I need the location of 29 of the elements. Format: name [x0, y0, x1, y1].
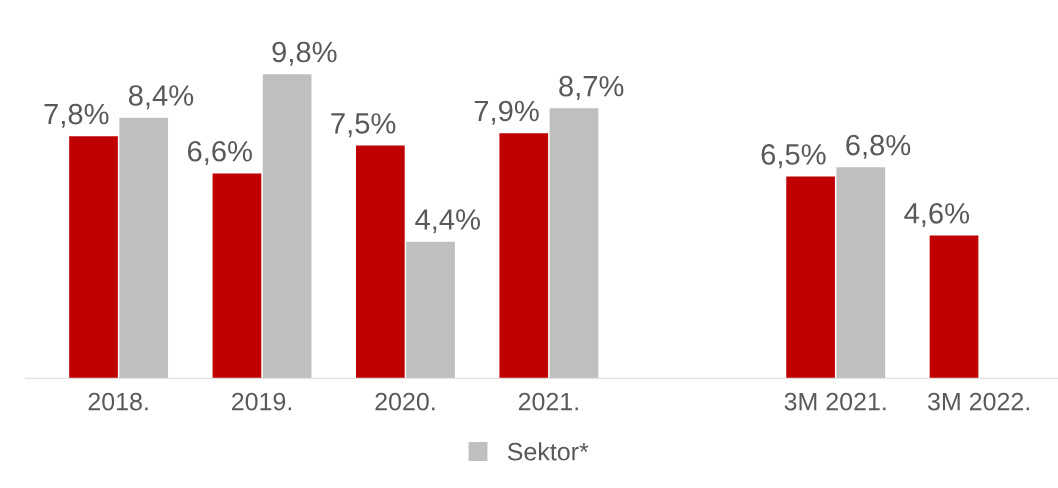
data-label: 7,5%: [331, 113, 396, 138]
data-label: 4,4%: [415, 209, 480, 234]
data-label: 7,8%: [44, 103, 109, 128]
x-tick-label: 3M 2022.: [927, 392, 1029, 411]
x-tick-label: 3M 2021.: [784, 392, 886, 411]
data-label: 6,8%: [846, 134, 911, 159]
bar: [119, 117, 169, 379]
bar: [356, 145, 405, 379]
bar: [262, 74, 312, 379]
bar: [929, 235, 979, 379]
data-label: 6,5%: [761, 144, 826, 169]
x-tick-label: 2020.: [375, 392, 435, 411]
legend-label: Sektor*: [507, 442, 589, 461]
data-label: 4,6%: [904, 203, 970, 228]
bar: [406, 241, 455, 379]
bar: [499, 133, 549, 379]
x-tick-label: 2019.: [232, 392, 292, 411]
bar: [836, 167, 886, 379]
data-label: 7,9%: [474, 100, 539, 125]
data-label: 8,4%: [128, 85, 194, 110]
bar: [212, 173, 262, 379]
data-label: 8,7%: [559, 75, 624, 100]
bar: [549, 108, 599, 379]
bar: [786, 176, 835, 379]
data-label: 6,6%: [187, 140, 252, 166]
x-tick-label: 2018.: [88, 392, 148, 411]
data-label: 9,8%: [272, 41, 337, 66]
bar: [69, 136, 118, 379]
x-tick-label: 2021.: [518, 392, 578, 411]
